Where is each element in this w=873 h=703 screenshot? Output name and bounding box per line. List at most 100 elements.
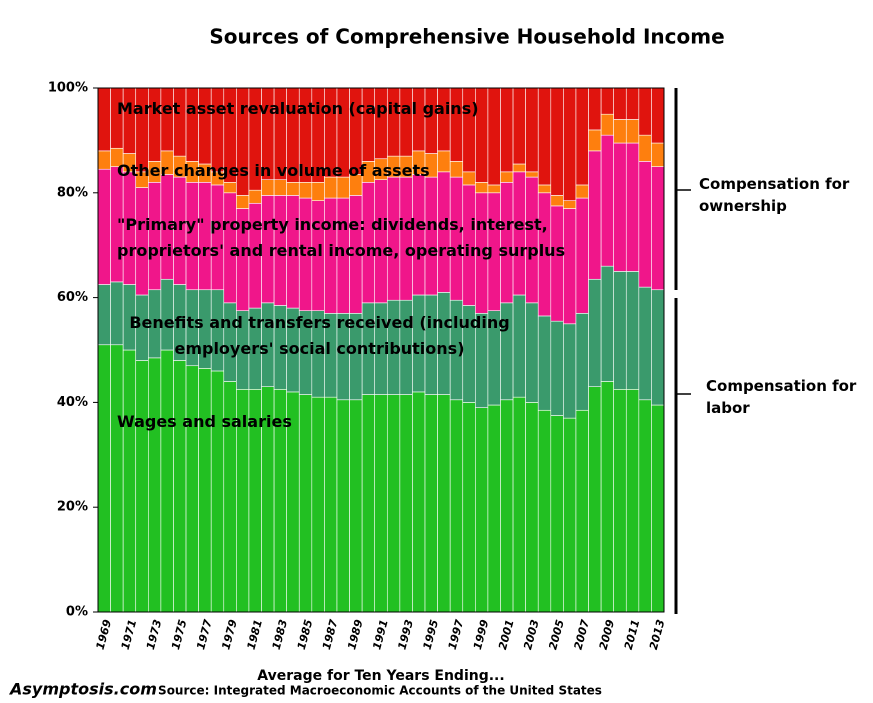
bar-segment xyxy=(537,315,552,411)
series-label: Market asset revaluation (capital gains) xyxy=(117,99,479,118)
bar-segment xyxy=(563,417,577,613)
x-tick-label: 1979 xyxy=(219,618,240,651)
bar-segment xyxy=(651,142,665,167)
bar-segment xyxy=(437,394,451,613)
bar-segment xyxy=(625,87,640,120)
bar-segment xyxy=(638,87,652,136)
x-tick-label: 2009 xyxy=(597,618,618,651)
y-tick-label: 60% xyxy=(57,290,88,305)
x-tick-label: 1973 xyxy=(144,618,165,651)
bar-segment xyxy=(563,200,577,209)
y-tick-label: 20% xyxy=(57,500,88,515)
bar-segment xyxy=(500,399,514,613)
x-axis-label: Average for Ten Years Ending... xyxy=(257,668,504,684)
bar-segment xyxy=(588,129,602,152)
bar-segment xyxy=(651,166,665,291)
x-tick-label: 1991 xyxy=(370,618,390,651)
bar-segment xyxy=(613,119,627,144)
bar-segment xyxy=(525,402,539,613)
bar-segment xyxy=(210,370,225,613)
y-tick-label: 100% xyxy=(48,81,88,96)
series-label: Other changes in volume of assets xyxy=(117,161,430,180)
plot-frame xyxy=(97,87,665,613)
x-tick-label: 1997 xyxy=(446,618,467,651)
y-tick-label: 80% xyxy=(57,185,88,200)
bar-segment xyxy=(550,195,564,207)
bar-segment xyxy=(600,381,614,613)
bar-segment xyxy=(625,388,640,613)
bar-segment xyxy=(575,184,589,199)
bar-segment xyxy=(563,323,577,419)
annotation: Compensation for labor xyxy=(706,377,857,417)
bar-segment xyxy=(550,320,564,416)
bar-segment xyxy=(588,386,602,613)
bar-segment xyxy=(135,360,149,613)
x-tick-label: 1987 xyxy=(320,618,341,651)
source: Source: Integrated Macroeconomic Account… xyxy=(158,684,602,698)
bar-segment xyxy=(185,365,199,613)
annotation: Compensation for ownership xyxy=(699,175,850,215)
bar-segment xyxy=(487,404,501,613)
x-tick-label: 2011 xyxy=(622,618,642,651)
x-tick-label: 1975 xyxy=(169,618,190,651)
bars xyxy=(97,87,665,613)
bar-segment xyxy=(248,189,262,204)
x-tick-label: 1981 xyxy=(245,618,265,651)
bar-segment xyxy=(588,278,602,387)
bar-segment xyxy=(97,87,111,152)
x-tick-label: 1969 xyxy=(94,618,115,651)
x-tick-label: 1985 xyxy=(295,618,316,651)
bar-segment xyxy=(475,407,489,613)
bar-segment xyxy=(97,168,111,285)
bar-segment xyxy=(625,119,640,144)
bar-segment xyxy=(97,344,111,613)
bar-segment xyxy=(638,399,652,613)
x-tick-label: 2013 xyxy=(647,618,668,651)
x-tick-label: 1971 xyxy=(119,618,139,651)
bar-segment xyxy=(286,182,300,196)
bar-segment xyxy=(311,182,325,201)
bar-segment xyxy=(651,289,665,406)
series-label: "Primary" property income: dividends, in… xyxy=(117,215,566,260)
y-tick-label: 40% xyxy=(57,395,88,410)
bar-segment xyxy=(537,409,552,613)
bar-segment xyxy=(122,349,137,613)
x-tick-label: 2001 xyxy=(496,618,516,651)
bar-segment xyxy=(110,344,124,613)
x-tick-label: 1993 xyxy=(395,618,416,651)
credit: Asymptosis.com xyxy=(8,680,157,699)
bar-segment xyxy=(575,409,589,613)
bar-segment xyxy=(298,182,313,199)
series-label: Wages and salaries xyxy=(117,412,292,431)
bar-segment xyxy=(236,195,250,209)
bar-segment xyxy=(449,399,464,613)
bar-segment xyxy=(487,184,501,194)
bar-segment xyxy=(625,271,640,390)
bar-segment xyxy=(638,161,652,288)
x-tick-label: 1995 xyxy=(421,618,442,651)
bar-segment xyxy=(651,404,665,613)
x-tick-label: 1999 xyxy=(471,618,492,651)
bar-segment xyxy=(550,415,564,613)
bar-segment xyxy=(160,349,174,613)
bar-segment xyxy=(148,357,162,613)
bar-segment xyxy=(525,302,539,403)
x-tick-label: 1983 xyxy=(270,618,291,651)
x-tick-label: 1989 xyxy=(345,618,366,651)
bar-segment xyxy=(173,360,187,613)
y-tick-label: 0% xyxy=(66,605,88,620)
bar-segment xyxy=(625,142,640,272)
bar-segment xyxy=(600,265,614,382)
bar-segment xyxy=(600,134,614,267)
bar-segment xyxy=(512,396,526,613)
x-tick-label: 2005 xyxy=(546,618,567,651)
bar-segment xyxy=(575,313,589,411)
chart-title: Sources of Comprehensive Household Incom… xyxy=(209,25,724,49)
x-tick-label: 2007 xyxy=(572,618,593,651)
bar-segment xyxy=(638,134,652,162)
bar-segment xyxy=(651,87,665,144)
bar-segment xyxy=(424,394,438,613)
series-label: Benefits and transfers received (includi… xyxy=(129,313,510,358)
